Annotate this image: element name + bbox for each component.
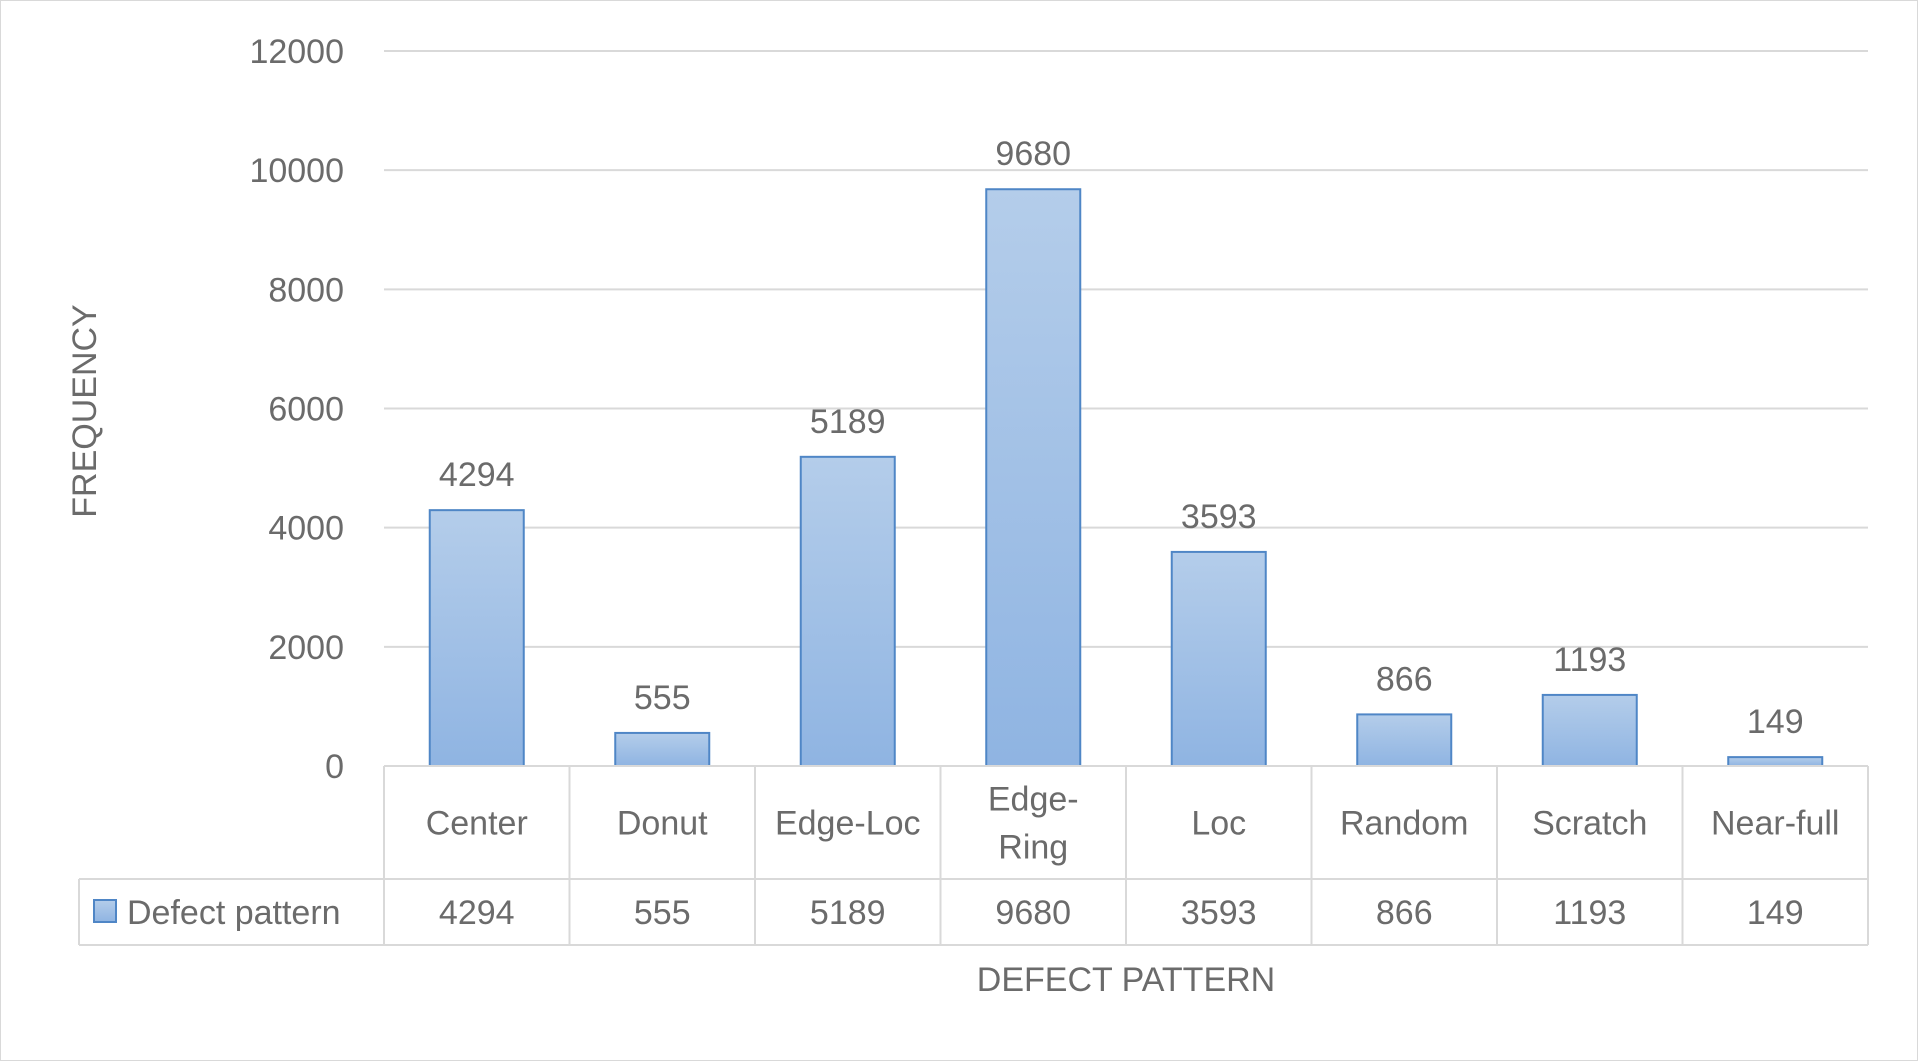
category-label: Donut	[617, 805, 708, 843]
legend-swatch	[93, 899, 117, 923]
category-label: Random	[1340, 805, 1469, 843]
data-label: 9680	[995, 135, 1071, 173]
y-axis-title: FREQUENCY	[66, 304, 104, 517]
bar	[1356, 713, 1453, 767]
x-axis-title: DEFECT PATTERN	[977, 961, 1275, 999]
bar	[1541, 693, 1638, 767]
data-label: 5189	[810, 403, 886, 441]
category-label: Edge-Loc	[775, 805, 921, 843]
y-tick-label: 12000	[249, 33, 344, 71]
category-label: Scratch	[1532, 805, 1647, 843]
bar	[1170, 550, 1267, 767]
table-value: 4294	[439, 894, 515, 932]
category-label: Near-full	[1711, 805, 1839, 843]
y-tick-label: 0	[325, 748, 344, 786]
y-axis-ticks: 0 2000 4000 6000 8000 10000 12000	[249, 33, 344, 786]
data-label: 149	[1747, 703, 1804, 741]
data-label: 866	[1376, 660, 1433, 698]
bar	[1727, 756, 1824, 767]
y-tick-label: 2000	[268, 629, 344, 667]
data-label: 555	[634, 679, 691, 717]
table-value: 9680	[995, 894, 1071, 932]
table-value: 866	[1376, 894, 1433, 932]
y-tick-label: 10000	[249, 152, 344, 190]
category-label: Loc	[1191, 805, 1246, 843]
category-label: Edge-Ring	[988, 781, 1079, 867]
bars	[428, 188, 1824, 768]
data-labels: 4294 555 5189 9680 3593 866 1193 149	[439, 135, 1804, 741]
bar	[428, 509, 525, 767]
y-tick-label: 6000	[268, 391, 344, 429]
y-tick-label: 8000	[268, 271, 344, 309]
bar	[985, 188, 1082, 767]
data-label: 1193	[1553, 641, 1626, 679]
bar	[799, 455, 896, 767]
table-value: 555	[634, 894, 691, 932]
y-tick-label: 4000	[268, 510, 344, 548]
table-value: 1193	[1553, 894, 1626, 932]
category-label: Center	[426, 805, 528, 843]
legend-series-name: Defect pattern	[127, 894, 341, 932]
table-value: 5189	[810, 894, 886, 932]
grid-lines	[384, 50, 1868, 648]
bar	[614, 731, 711, 768]
data-label: 3593	[1181, 498, 1257, 536]
table-value: 149	[1747, 894, 1804, 932]
data-label: 4294	[439, 456, 515, 494]
table-value: 3593	[1181, 894, 1257, 932]
data-table: Center Donut Edge-Loc Edge-Ring Loc Random Scr…	[78, 765, 1869, 946]
